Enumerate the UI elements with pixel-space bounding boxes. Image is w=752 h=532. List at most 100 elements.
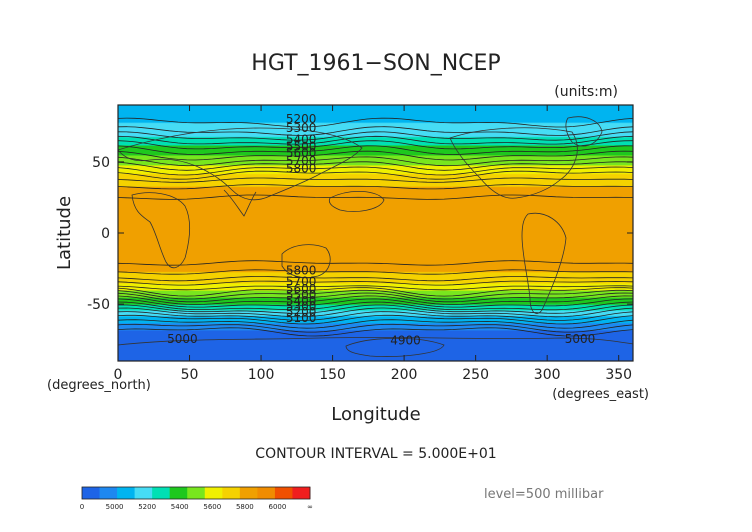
contour-label-south-4: 5400 [286, 294, 317, 308]
contour-label-north-1: 5300 [286, 121, 317, 135]
colorbar-swatch-1 [99, 487, 118, 499]
x-tick-label-0: 0 [114, 367, 123, 383]
contour-line-5250 [118, 126, 633, 136]
coastline-greenland [565, 116, 603, 147]
contour-line-5800 [118, 184, 633, 190]
plot-area: 5200530054005500560057005800580057005600… [117, 104, 634, 362]
x-axis-ticks: 0 50 100 150 200 250 300 350 [114, 105, 632, 383]
contour-annotation-2: 5000 [565, 332, 596, 346]
contour-label-south-3: 5500 [286, 288, 317, 302]
coastline-eurasia [118, 127, 363, 201]
colorbar-swatch-12 [292, 487, 311, 499]
contour-line-5200 [118, 117, 633, 128]
colorbar-label-3: 5400 [171, 503, 189, 511]
colorbar-swatch-6 [187, 487, 206, 499]
colorbar-swatch-5 [169, 487, 188, 499]
x-tick-label-1: 50 [181, 367, 199, 383]
contour-line-5550 [118, 156, 633, 167]
colorbar-swatch-10 [257, 487, 276, 499]
contour-line-5100 [118, 319, 633, 329]
colorbar-swatch-11 [274, 487, 293, 499]
contour-line-5250 [118, 307, 633, 318]
contour-line-5550 [118, 289, 633, 300]
contour-line-5850 [118, 260, 633, 266]
coastline-australia [281, 244, 331, 278]
contour-line-5350 [118, 135, 633, 145]
y-unit-label: (degrees_north) [47, 378, 151, 393]
colorbar-swatch-3 [134, 487, 153, 499]
contour-label-north-4: 5600 [286, 146, 317, 160]
contour-closed-4900 [345, 337, 445, 357]
x-tick-label-6: 300 [534, 367, 561, 383]
contour-line-5400 [118, 140, 633, 150]
colorbar-swatch-4 [152, 487, 171, 499]
coastline-south-america [521, 212, 567, 314]
contour-line-5700 [118, 170, 633, 180]
x-axis-label: Longitude [331, 404, 421, 425]
contour-line-5300 [118, 131, 633, 141]
coastline-outlines [118, 116, 633, 357]
x-unit-label: (degrees_east) [552, 387, 649, 402]
colorbar-frame [81, 486, 311, 500]
colorbar-label-4: 5600 [203, 503, 221, 511]
x-tick-label-4: 200 [391, 367, 418, 383]
colorbar-label-6: 6000 [269, 503, 287, 511]
x-tick-label-2: 100 [248, 367, 275, 383]
contour-line-5850 [118, 194, 633, 200]
y-tick-label-1: 0 [101, 226, 110, 242]
contour-annotation-1: 4900 [390, 334, 421, 348]
contour-line-5050 [118, 323, 633, 333]
contour-label-north-6: 5800 [286, 162, 317, 176]
contour-line-5700 [118, 280, 633, 286]
colorbar: 0 5000 5200 5400 5600 5800 6000 ∞ [80, 486, 313, 511]
y-axis-label: Latitude [54, 196, 75, 270]
colorbar-swatch-2 [117, 487, 136, 499]
contour-line-5000 [118, 327, 633, 337]
contour-line-5750 [118, 276, 633, 282]
contour-label-north-3: 5500 [286, 140, 317, 154]
contour-line-5400 [118, 298, 633, 308]
colorbar-swatch-0 [82, 487, 100, 499]
coastline-antarctica [118, 337, 633, 346]
y-tick-label-0: 50 [92, 155, 110, 171]
contour-label-north-5: 5700 [286, 154, 317, 168]
contour-label-north-2: 5400 [286, 132, 317, 146]
level-text: level=500 millibar [484, 487, 604, 502]
colorbar-label-2: 5200 [138, 503, 156, 511]
contour-label-north-0: 5200 [286, 112, 317, 126]
colorbar-label-1: 5000 [106, 503, 124, 511]
coastline-africa [131, 192, 190, 269]
contour-label-south-6: 5200 [286, 305, 317, 319]
contour-line-5200 [118, 311, 633, 321]
contour-line-5300 [118, 304, 633, 314]
coastline-india [223, 189, 257, 217]
contour-annotation-0: 5000 [167, 332, 198, 346]
contour-label-south-2: 5600 [286, 282, 317, 296]
colorbar-swatch-8 [222, 487, 241, 499]
chart-title: HGT_1961−SON_NCEP [251, 51, 500, 76]
contour-closed-5900 [328, 191, 385, 212]
contour-lines [118, 117, 633, 337]
contour-line-5450 [118, 145, 633, 155]
contour-label-south-0: 5800 [286, 263, 317, 277]
x-tick-label-5: 250 [462, 367, 489, 383]
colorbar-label-5: 5800 [236, 503, 254, 511]
contour-line-5350 [118, 301, 633, 311]
contour-labels: 5200530054005500560057005800580057005600… [167, 112, 596, 348]
x-tick-label-7: 350 [605, 367, 632, 383]
coastline-north-america [449, 127, 578, 199]
colorbar-label-0: 0 [80, 503, 84, 511]
contour-line-5450 [118, 295, 633, 306]
y-tick-label-2: -50 [87, 297, 110, 313]
colorbar-swatch-7 [204, 487, 223, 499]
x-tick-label-3: 150 [319, 367, 346, 383]
y-axis-ticks: 50 0 -50 [87, 155, 633, 313]
colorbar-label-7: ∞ [307, 503, 313, 511]
contour-line-5650 [118, 285, 633, 291]
contour-label-south-5: 5300 [286, 300, 317, 314]
contour-line-5750 [118, 177, 633, 183]
contour-interval-text: CONTOUR INTERVAL = 5.000E+01 [255, 446, 496, 462]
contour-label-south-1: 5700 [286, 275, 317, 289]
units-label: (units:m) [554, 84, 618, 100]
